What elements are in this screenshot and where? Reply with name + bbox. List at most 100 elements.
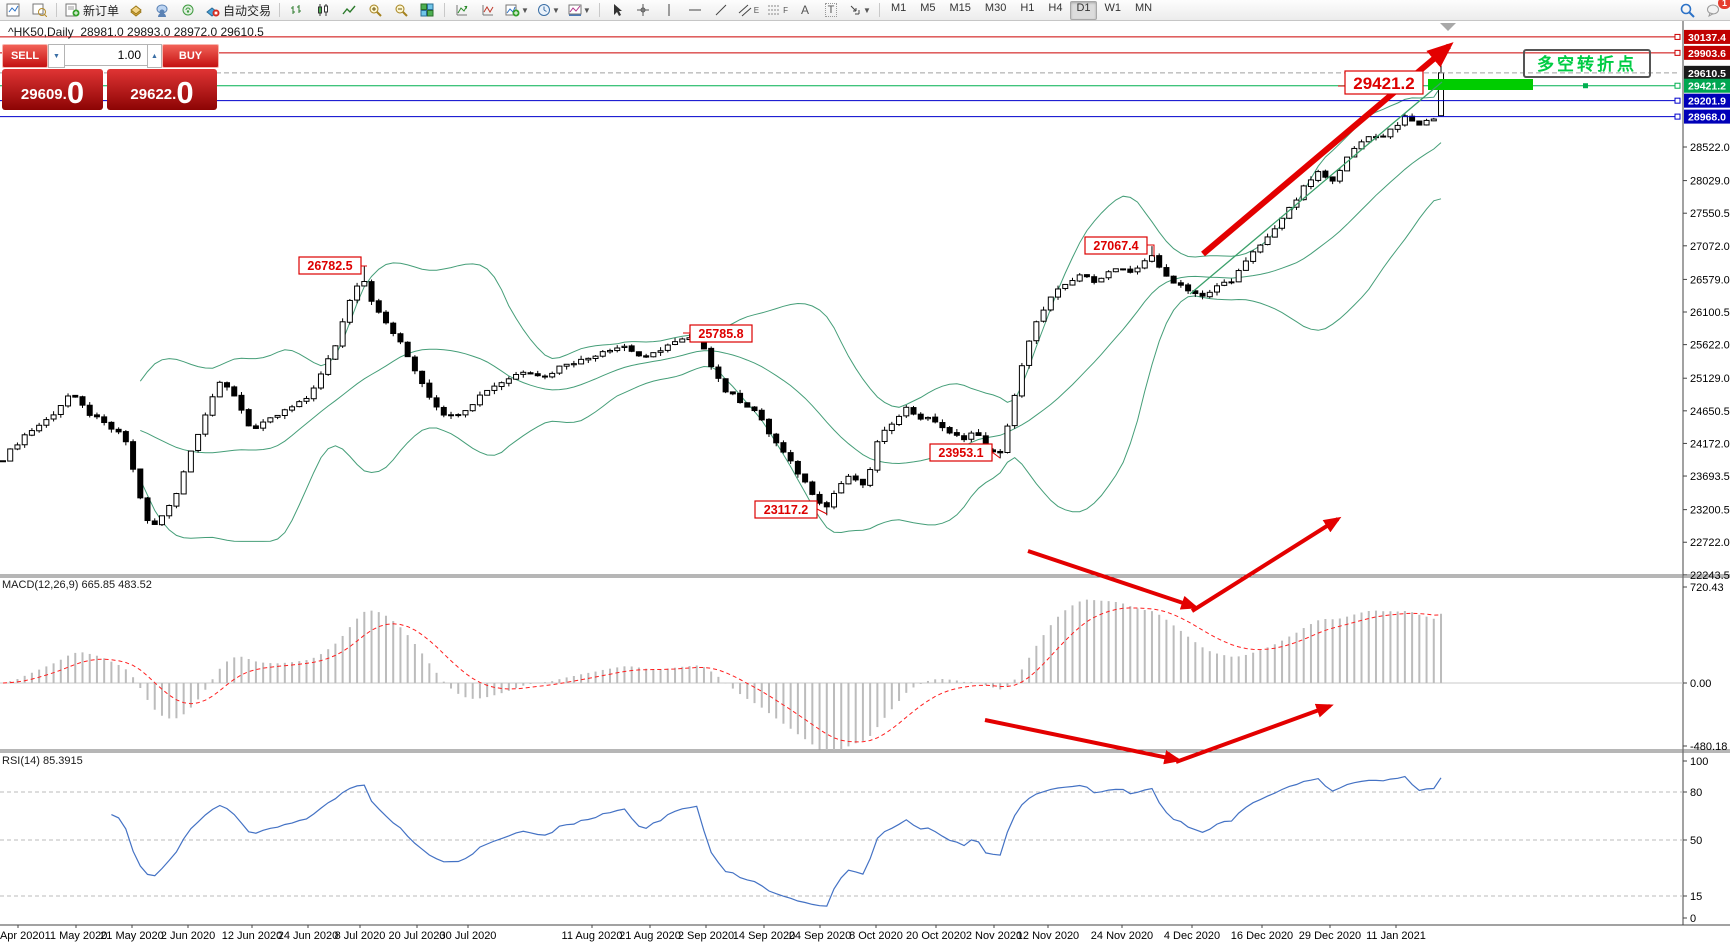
- svg-text:24 Jun 2020: 24 Jun 2020: [278, 930, 339, 942]
- svg-text:2 Sep 2020: 2 Sep 2020: [678, 930, 734, 942]
- svg-text:12 Jun 2020: 12 Jun 2020: [222, 930, 283, 942]
- buy-price-display[interactable]: 29622. 0: [107, 69, 217, 110]
- timeframe-MN[interactable]: MN: [1135, 1, 1153, 14]
- svg-text:0.00: 0.00: [1690, 678, 1711, 690]
- timeframe-M1[interactable]: M1: [890, 1, 907, 14]
- annotation-box[interactable]: [689, 324, 753, 343]
- annotation-box[interactable]: [929, 443, 993, 462]
- price-level-lines[interactable]: 30137.429903.629610.529421.229201.928968…: [0, 29, 1730, 124]
- sell-price-display[interactable]: 29609. 0: [2, 69, 103, 110]
- trend-arrow[interactable]: [1175, 703, 1334, 764]
- timeframe-W1[interactable]: W1: [1104, 1, 1122, 14]
- text-label-tool[interactable]: T: [819, 0, 843, 20]
- svg-text:8 Oct 2020: 8 Oct 2020: [849, 930, 903, 942]
- bull-bear-turning-point-note: 多空转折点: [1537, 54, 1637, 74]
- timeframe-H1[interactable]: H1: [1020, 1, 1035, 14]
- terminal-button[interactable]: [124, 0, 148, 20]
- add-indicator-dropdown[interactable]: ▼: [502, 0, 532, 20]
- strategy-tester-button[interactable]: [150, 0, 174, 20]
- svg-text:8 Jul 2020: 8 Jul 2020: [335, 930, 386, 942]
- sell-button[interactable]: SELL: [2, 44, 48, 68]
- chart-drawings[interactable]: 多空转折点: [984, 23, 1651, 765]
- trend-arrow[interactable]: [984, 718, 1182, 765]
- volume-input[interactable]: 1.00: [64, 44, 148, 66]
- trendline-tool[interactable]: [709, 0, 733, 20]
- annotation-box[interactable]: [754, 500, 818, 519]
- bar-chart-mode-button[interactable]: [285, 0, 309, 20]
- svg-text:29 Dec 2020: 29 Dec 2020: [1299, 930, 1361, 942]
- timeframe-M5[interactable]: M5: [920, 1, 936, 14]
- price-axis[interactable]: 28522.0 28029.0 27550.5 27072.0 26579.0 26100…: [1683, 142, 1730, 925]
- svg-text:27067.4: 27067.4: [1093, 239, 1138, 253]
- note-box[interactable]: [1523, 49, 1651, 78]
- svg-text:4 Dec 2020: 4 Dec 2020: [1164, 930, 1220, 942]
- trend-arrow[interactable]: [1190, 516, 1342, 613]
- buy-button[interactable]: BUY: [162, 44, 219, 68]
- timeframe-M15[interactable]: M15: [949, 1, 971, 14]
- annotation-box[interactable]: [1084, 236, 1148, 255]
- timeframe-button-group: M1 M5 M15 M30 H1 H4 D1 W1 MN: [884, 0, 1159, 20]
- toolbar-separator: [279, 3, 281, 17]
- autotrading-button[interactable]: 自动交易: [202, 0, 274, 20]
- svg-text:28029.0: 28029.0: [1690, 176, 1730, 188]
- svg-text:24 Sep 2020: 24 Sep 2020: [789, 930, 851, 942]
- svg-text:29903.6: 29903.6: [1688, 48, 1726, 60]
- line-chart-mode-button[interactable]: [337, 0, 361, 20]
- templates-dropdown[interactable]: ▼: [565, 0, 594, 20]
- one-click-trading-panel: SELL ▼ 1.00 ▲ BUY 29609. 0 29622. 0: [2, 44, 219, 110]
- signals-button[interactable]: [176, 0, 200, 20]
- timeframe-D1[interactable]: D1: [1070, 0, 1097, 20]
- volume-decrease-button[interactable]: ▼: [48, 44, 65, 68]
- green-trendline[interactable]: [1189, 81, 1443, 295]
- vertical-line-tool[interactable]: [657, 0, 681, 20]
- candlestick-mode-button[interactable]: [311, 0, 335, 20]
- zoom-in-button[interactable]: [363, 0, 387, 20]
- annotation-leader: [1147, 244, 1155, 257]
- annotation-leader: [816, 508, 828, 515]
- zoom-out-button[interactable]: [389, 0, 413, 20]
- trend-arrow[interactable]: [1027, 549, 1199, 610]
- svg-text:24650.5: 24650.5: [1690, 406, 1730, 418]
- level-midpoint-marker[interactable]: [1583, 83, 1588, 89]
- new-chart-button[interactable]: [1, 0, 25, 20]
- text-tool[interactable]: A: [793, 0, 817, 20]
- green-highlight-bar[interactable]: [1428, 79, 1533, 90]
- chart-symbol-title: ^HK50,Daily 28981.0 29893.0 28972.0 2961…: [8, 25, 264, 39]
- timeframe-H4[interactable]: H4: [1048, 1, 1063, 14]
- svg-text:29610.5: 29610.5: [1688, 68, 1726, 80]
- svg-text:25622.0: 25622.0: [1690, 340, 1730, 352]
- svg-text:50: 50: [1690, 835, 1702, 847]
- new-order-button[interactable]: 新订单: [62, 0, 122, 20]
- cursor-tool-button[interactable]: [605, 0, 629, 20]
- tile-windows-button[interactable]: [415, 0, 439, 20]
- macd-panel: [0, 599, 1683, 750]
- fibonacci-tool[interactable]: F: [764, 0, 791, 20]
- dropdown-arrow-icon: ▼: [521, 5, 529, 15]
- price-level-badge: [1684, 29, 1730, 44]
- indicator-list-button[interactable]: [476, 0, 500, 20]
- svg-text:20 Oct 2020: 20 Oct 2020: [906, 930, 966, 942]
- annotation-labels[interactable]: 26782.5 25785.8 27067.4 23117.2 23953.1 29421…: [298, 70, 1424, 519]
- crosshair-tool-button[interactable]: [631, 0, 655, 20]
- indicators-button[interactable]: [450, 0, 474, 20]
- price-level-badge: [1684, 65, 1730, 80]
- svg-text:27072.0: 27072.0: [1690, 241, 1730, 253]
- annotation-box[interactable]: [298, 256, 362, 275]
- svg-text:15: 15: [1690, 891, 1702, 903]
- annotation-box[interactable]: [1344, 70, 1424, 95]
- equidistant-channel-tool[interactable]: E: [735, 0, 762, 20]
- search-icon[interactable]: [1675, 0, 1699, 20]
- svg-text:23693.5: 23693.5: [1690, 471, 1730, 483]
- horizontal-line-tool[interactable]: [683, 0, 707, 20]
- toolbar-separator: [878, 3, 880, 17]
- arrows-tool-dropdown[interactable]: ▼: [845, 0, 874, 20]
- volume-increase-button[interactable]: ▲: [147, 44, 162, 68]
- down-triangle-marker[interactable]: [1440, 23, 1456, 31]
- periods-dropdown[interactable]: ▼: [534, 0, 563, 20]
- chart-profile-button[interactable]: [27, 0, 51, 20]
- timeframe-M30[interactable]: M30: [984, 1, 1007, 14]
- notifications-icon[interactable]: 1: [1701, 0, 1730, 20]
